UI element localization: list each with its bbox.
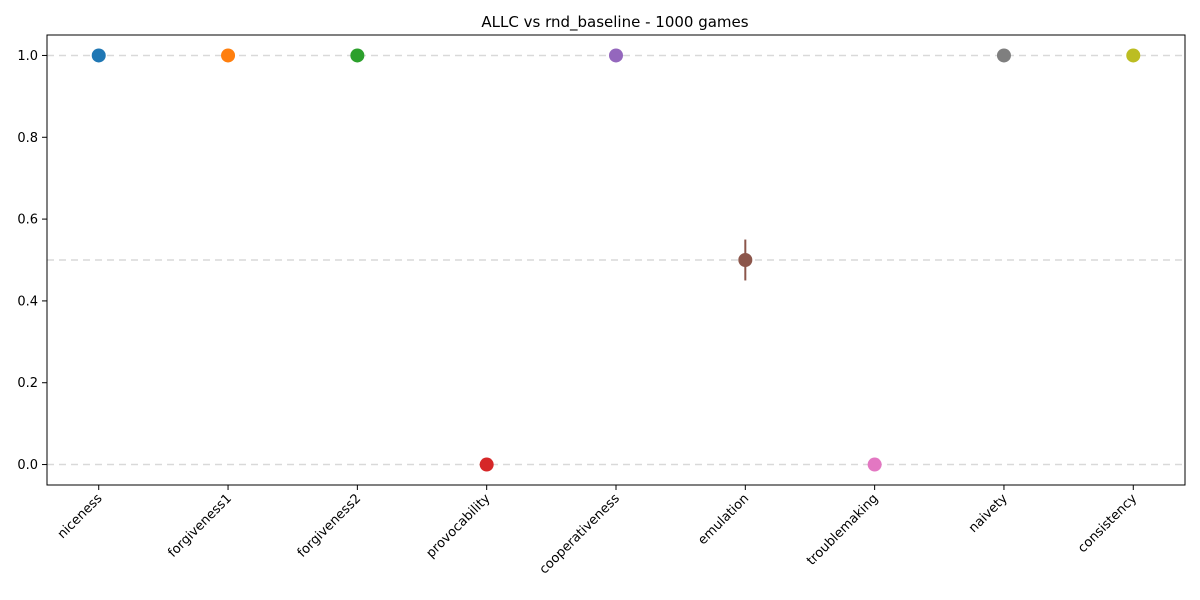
x-tick-label: cooperativeness <box>537 491 623 577</box>
x-tick-label: forgiveness1 <box>165 491 234 560</box>
x-tick-label: niceness <box>55 491 106 542</box>
data-point-troublemaking <box>867 457 882 472</box>
data-point-forgiveness2 <box>350 48 365 63</box>
data-points <box>91 48 1141 472</box>
data-point-provocability <box>479 457 494 472</box>
x-tick-label: provocability <box>424 491 494 561</box>
x-tick-label: troublemaking <box>804 491 881 568</box>
data-point-forgiveness1 <box>221 48 236 63</box>
y-tick-label: 0.2 <box>17 376 38 391</box>
y-tick-label: 0.0 <box>17 458 38 473</box>
y-tick-label: 0.8 <box>17 131 38 146</box>
y-tick-label: 1.0 <box>17 49 38 64</box>
y-axis: 0.0 0.2 0.4 0.6 0.8 1.0 <box>17 49 47 473</box>
x-tick-label: consistency <box>1075 491 1140 556</box>
reference-lines <box>47 54 1185 466</box>
y-tick-label: 0.4 <box>17 294 38 309</box>
plot-frame <box>46 34 1186 486</box>
data-point-consistency <box>1126 48 1141 63</box>
data-point-niceness <box>91 48 106 63</box>
x-tick-label: naivety <box>966 491 1011 536</box>
data-point-cooperativeness <box>609 48 623 63</box>
data-point-emulation <box>738 253 753 267</box>
chart-title: ALLC vs rnd_baseline - 1000 games <box>481 13 748 32</box>
x-axis: niceness forgiveness1 forgiveness2 provocab… <box>55 485 1140 577</box>
data-point-naivety <box>996 48 1011 63</box>
y-tick-label: 0.6 <box>17 213 38 228</box>
x-tick-label: forgiveness2 <box>295 491 364 560</box>
x-tick-label: emulation <box>695 491 752 548</box>
